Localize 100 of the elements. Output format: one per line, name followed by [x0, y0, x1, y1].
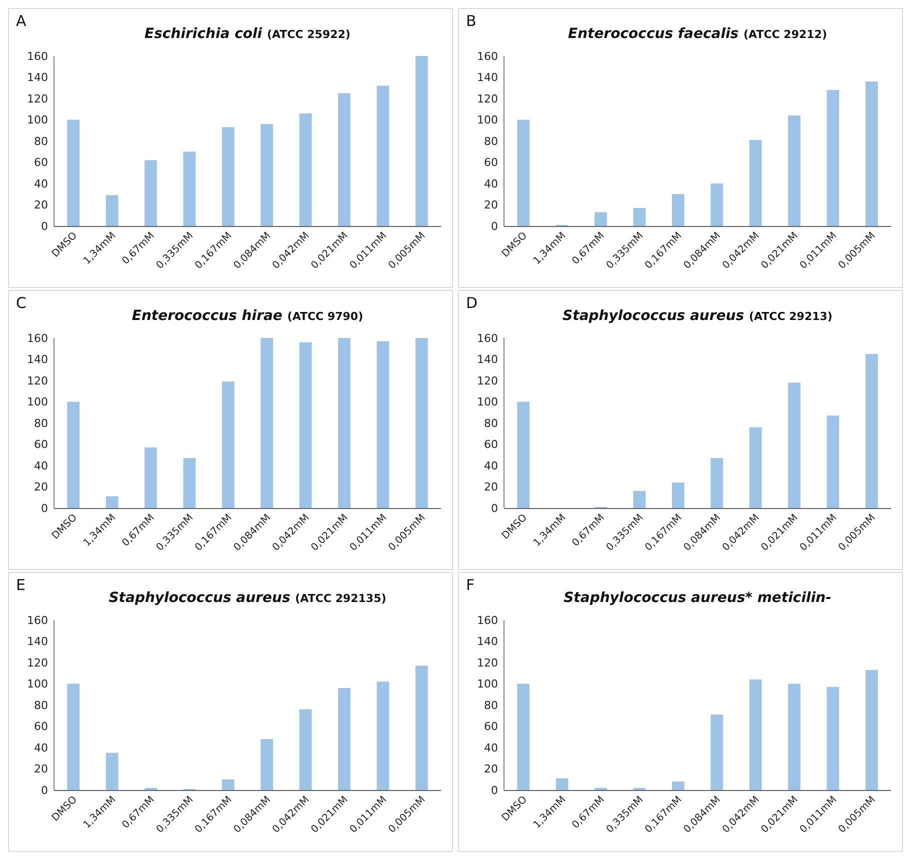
bar: [633, 208, 646, 226]
y-tick-label: 100: [27, 678, 48, 691]
bar: [788, 684, 800, 790]
bar: [338, 338, 350, 508]
y-tick-label: 160: [27, 50, 48, 63]
bar: [865, 670, 878, 790]
y-tick-label: 100: [477, 678, 498, 691]
bar: [633, 491, 646, 508]
bar: [749, 427, 762, 508]
y-tick-label: 140: [477, 635, 498, 648]
bar: [749, 140, 762, 226]
y-tick-label: 80: [484, 134, 498, 148]
text: C: [16, 294, 26, 312]
bar: [299, 709, 312, 790]
bar: [865, 354, 878, 508]
y-tick-label: 40: [484, 459, 498, 472]
bar: [144, 160, 157, 226]
y-tick-label: 20: [34, 762, 48, 776]
bar: [67, 402, 80, 508]
y-tick-label: 120: [477, 656, 498, 670]
bar: [710, 184, 724, 226]
y-tick-label: 120: [27, 656, 48, 670]
bar: [415, 338, 428, 508]
bar: [749, 680, 762, 790]
y-tick-label: 0: [491, 220, 498, 233]
bar: [517, 684, 530, 790]
y-tick-label: 100: [27, 114, 48, 127]
y-tick-label: 0: [41, 502, 48, 515]
y-tick-label: 60: [484, 438, 498, 452]
bar: [260, 338, 274, 508]
chart-title: Enterococcus hirae (ATCC 9790): [132, 308, 364, 324]
y-tick-label: 160: [27, 614, 48, 627]
bar: [338, 688, 350, 790]
bar: [415, 56, 428, 226]
y-tick-label: 140: [27, 635, 48, 648]
bar: [299, 113, 312, 226]
y-tick-label: 60: [34, 720, 48, 734]
bar: [672, 194, 684, 226]
chart-title: Eschirichia coli (ATCC 25922): [144, 26, 350, 42]
y-tick-label: 160: [477, 50, 498, 63]
text: B: [466, 12, 476, 30]
bar: [376, 341, 390, 508]
y-tick-label: 20: [484, 198, 498, 212]
y-tick-label: 0: [41, 220, 48, 233]
bar: [222, 127, 234, 226]
y-tick-label: 100: [477, 396, 498, 409]
chart-title: Staphylococcus aureus (ATCC 29213): [562, 308, 832, 324]
bar: [338, 93, 350, 226]
bar: [260, 124, 274, 226]
text: E: [16, 576, 26, 594]
bar: [260, 739, 274, 790]
y-tick-label: 20: [484, 480, 498, 494]
y-tick-label: 140: [477, 353, 498, 366]
y-tick-label: 100: [27, 396, 48, 409]
bar: [710, 714, 724, 790]
bar: [67, 120, 80, 226]
bar: [222, 382, 234, 508]
chart-title: Staphylococcus aureus (ATCC 292135): [108, 590, 386, 606]
y-tick-label: 120: [27, 92, 48, 106]
y-tick-label: 40: [34, 177, 48, 190]
bar: [865, 82, 878, 226]
y-tick-label: 120: [27, 374, 48, 388]
chart-title: Enterococcus faecalis (ATCC 29212): [568, 26, 827, 42]
y-tick-label: 60: [34, 156, 48, 170]
y-tick-label: 60: [484, 720, 498, 734]
bar: [106, 195, 118, 226]
y-tick-label: 40: [34, 741, 48, 754]
bar: [517, 402, 530, 508]
bar: [299, 342, 312, 508]
bar: [826, 90, 840, 226]
y-tick-label: 60: [484, 156, 498, 170]
y-tick-label: 160: [477, 332, 498, 345]
y-tick-label: 120: [477, 374, 498, 388]
y-tick-label: 80: [484, 698, 498, 712]
bar: [710, 458, 724, 508]
y-tick-label: 20: [34, 198, 48, 212]
bar: [788, 116, 800, 226]
bar: [517, 120, 530, 226]
bar: [183, 458, 196, 508]
bar: [222, 779, 234, 790]
y-tick-label: 0: [41, 784, 48, 797]
bar: [106, 496, 118, 508]
text: D: [466, 294, 478, 312]
y-tick-label: 80: [484, 416, 498, 430]
y-tick-label: 120: [477, 92, 498, 106]
y-tick-label: 140: [27, 353, 48, 366]
bar: [556, 778, 568, 790]
y-tick-label: 0: [491, 784, 498, 797]
text: F: [466, 576, 475, 594]
bar: [183, 152, 196, 226]
y-tick-label: 40: [484, 177, 498, 190]
bar: [826, 416, 840, 508]
bar: [672, 482, 684, 508]
y-tick-label: 80: [34, 698, 48, 712]
bar: [106, 752, 118, 790]
y-tick-label: 140: [27, 71, 48, 84]
bar: [594, 212, 607, 226]
y-tick-label: 20: [34, 480, 48, 494]
y-tick-label: 20: [484, 762, 498, 776]
bar: [67, 684, 80, 790]
